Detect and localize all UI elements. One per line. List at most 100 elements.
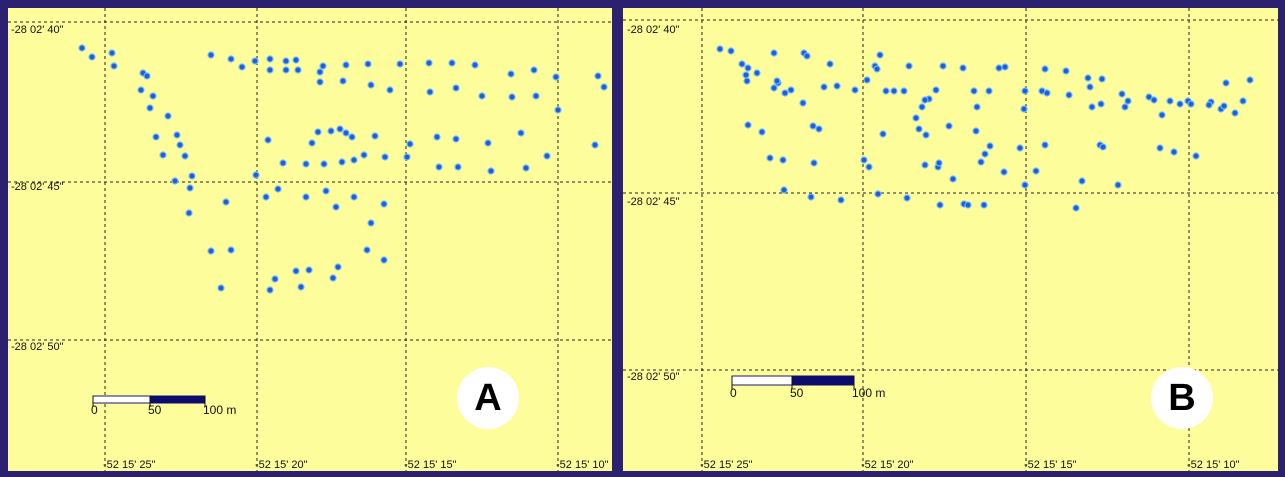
sample-point xyxy=(297,283,305,291)
longitude-label: -52 15' 10" xyxy=(556,459,609,471)
sample-point xyxy=(1078,177,1086,185)
sample-point xyxy=(1176,100,1184,108)
sample-point xyxy=(435,163,443,171)
sample-point xyxy=(865,163,873,171)
sample-point xyxy=(517,129,525,137)
sample-point xyxy=(727,47,735,55)
sample-point xyxy=(981,150,989,158)
sample-point xyxy=(1021,87,1029,95)
sample-point xyxy=(1222,79,1230,87)
sample-point xyxy=(282,57,290,65)
scale-label: 50 xyxy=(148,403,162,417)
sample-point xyxy=(779,156,787,164)
sample-point xyxy=(1239,97,1247,105)
latitude-label: -28 02' 45" xyxy=(627,196,680,208)
sample-point xyxy=(308,139,316,147)
sample-point xyxy=(88,53,96,61)
sample-point xyxy=(146,104,154,112)
sample-point xyxy=(207,51,215,59)
sample-point xyxy=(348,133,356,141)
longitude-label: -52 15' 25" xyxy=(700,459,753,471)
sample-point xyxy=(320,160,328,168)
longitude-label: -52 15' 20" xyxy=(255,459,308,471)
sample-point xyxy=(1114,181,1122,189)
sample-point xyxy=(833,82,841,90)
sample-point xyxy=(302,160,310,168)
latitude-label: -28 02' 45" xyxy=(11,181,64,193)
scale-bar-segment-dark xyxy=(149,395,206,404)
sample-point xyxy=(851,86,859,94)
sample-point xyxy=(137,86,145,94)
map-canvas-a: -28 02' 40" -28 02' 45" -28 02' 50" -52 15'… xyxy=(8,8,612,471)
sample-point xyxy=(1205,101,1213,109)
sample-point xyxy=(266,66,274,74)
sample-point xyxy=(334,263,342,271)
sample-point xyxy=(900,87,908,95)
sample-point xyxy=(78,44,86,52)
sample-point xyxy=(826,60,834,68)
sample-point xyxy=(879,130,887,138)
sample-point xyxy=(1246,76,1254,84)
latitude-label: -28 02' 50" xyxy=(627,371,680,383)
sample-point xyxy=(316,68,324,76)
sample-point xyxy=(964,201,972,209)
longitude-label: -52 15' 20" xyxy=(861,459,914,471)
sample-point xyxy=(530,66,538,74)
sample-point xyxy=(316,78,324,86)
sample-point xyxy=(1231,109,1239,117)
panel-badge-b: B xyxy=(1151,367,1213,429)
sample-point xyxy=(110,62,118,70)
sample-point xyxy=(1041,65,1049,73)
sample-point xyxy=(936,201,944,209)
sample-point xyxy=(159,151,167,159)
sample-point xyxy=(781,89,789,97)
sample-point xyxy=(522,164,530,172)
sample-point xyxy=(1158,111,1166,119)
sample-point xyxy=(915,125,923,133)
sample-point xyxy=(1084,74,1092,82)
sample-point xyxy=(1187,100,1195,108)
sample-point xyxy=(188,172,196,180)
sample-point xyxy=(1156,144,1164,152)
sample-point xyxy=(738,60,746,68)
sample-point xyxy=(922,131,930,139)
sample-point xyxy=(251,57,259,65)
sample-point xyxy=(367,219,375,227)
sample-point xyxy=(217,284,225,292)
sample-point xyxy=(322,187,330,195)
sample-point xyxy=(799,99,807,107)
sample-point xyxy=(508,93,516,101)
sample-point xyxy=(452,135,460,143)
sample-point xyxy=(1072,204,1080,212)
sample-point xyxy=(380,200,388,208)
sample-point xyxy=(364,60,372,68)
sample-point xyxy=(876,51,884,59)
sample-point xyxy=(810,159,818,167)
sample-point xyxy=(406,140,414,148)
sample-point xyxy=(773,77,781,85)
sample-point xyxy=(1041,141,1049,149)
sample-point xyxy=(1000,168,1008,176)
sample-point xyxy=(1170,148,1178,156)
sample-point xyxy=(108,49,116,57)
sample-point xyxy=(1020,105,1028,113)
sample-point xyxy=(874,190,882,198)
sample-point xyxy=(995,64,1003,72)
sample-point xyxy=(939,62,947,70)
sample-point xyxy=(1088,103,1096,111)
sample-point xyxy=(433,133,441,141)
sample-point xyxy=(594,72,602,80)
sample-point xyxy=(1098,75,1106,83)
sample-point xyxy=(758,128,766,136)
sample-point xyxy=(452,84,460,92)
sample-point xyxy=(1016,144,1024,152)
sample-point xyxy=(780,186,788,194)
sample-point xyxy=(176,141,184,149)
sample-point xyxy=(918,103,926,111)
sample-point xyxy=(1062,67,1070,75)
sample-point xyxy=(302,193,310,201)
sample-point xyxy=(186,184,194,192)
sample-point xyxy=(543,152,551,160)
sample-point xyxy=(448,59,456,67)
sample-point xyxy=(227,55,235,63)
